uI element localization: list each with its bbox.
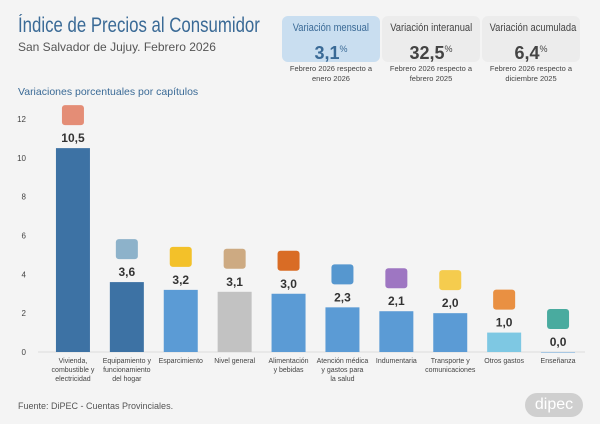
y-tick-label: 2 — [22, 309, 27, 318]
data-label: 0,0 — [550, 335, 567, 349]
box-icon — [223, 248, 246, 269]
bar — [217, 291, 252, 352]
bar — [487, 332, 522, 352]
page-subtitle: San Salvador de Jujuy. Febrero 2026 — [18, 40, 216, 54]
x-tick-label: Equipamiento y — [103, 358, 152, 365]
x-tick-label: Enseñanza — [541, 358, 576, 365]
dipec-logo: dipec — [525, 393, 583, 417]
card-cumulative: Variación acumulada 6,4% — [482, 16, 580, 62]
source-note: Fuente: DiPEC - Cuentas Provinciales. — [18, 401, 174, 411]
bar — [325, 307, 360, 352]
x-tick-label: del hogar — [112, 376, 142, 383]
bar — [55, 148, 90, 352]
y-tick-label: 4 — [22, 270, 27, 279]
food-icon — [277, 250, 300, 271]
bar — [109, 282, 144, 352]
unit: % — [539, 44, 548, 54]
data-label: 3,0 — [280, 277, 297, 291]
y-tick-label: 8 — [22, 193, 27, 202]
card-label: Variación mensual — [292, 22, 370, 34]
bus-phone-icon — [439, 270, 462, 291]
data-label: 10,5 — [61, 131, 85, 145]
data-label: 2,1 — [388, 294, 405, 308]
value: 6,4 — [514, 43, 540, 62]
page-title: Índice de Precios al Consumidor — [18, 14, 260, 37]
bar — [379, 311, 414, 352]
data-label: 2,0 — [442, 296, 459, 310]
unit: % — [444, 44, 453, 54]
data-label: 3,6 — [119, 265, 136, 279]
house-icon — [61, 105, 84, 126]
bar — [433, 313, 468, 352]
x-tick-label: Nivel general — [214, 358, 255, 365]
x-tick-label: Alimentación — [269, 358, 309, 365]
card-note: Febrero 2026 respecto a febrero 2025 — [389, 64, 473, 83]
unit: % — [339, 44, 348, 54]
card-note: Febrero 2026 respecto a diciembre 2025 — [489, 64, 573, 83]
bar — [271, 293, 306, 352]
puzzle-icon — [493, 289, 516, 310]
data-label: 1,0 — [496, 316, 513, 330]
data-label: 2,3 — [334, 290, 351, 304]
x-tick-label: funcionamiento — [103, 367, 151, 374]
summary-cards: Variación mensual 3,1% Variación interan… — [282, 16, 580, 62]
value: 32,5 — [409, 43, 445, 62]
x-tick-label: y gastos para — [321, 367, 363, 374]
y-tick-label: 10 — [17, 154, 26, 163]
x-tick-label: Atención médica — [317, 358, 369, 365]
data-label: 3,2 — [172, 273, 189, 287]
x-tick-label: electricidad — [55, 376, 91, 383]
washing-machine-icon — [115, 239, 138, 260]
x-tick-label: y bebidas — [274, 367, 304, 374]
x-tick-label: combustible y — [52, 367, 95, 374]
music-ticket-icon — [169, 246, 192, 267]
card-monthly: Variación mensual 3,1% — [282, 16, 380, 62]
card-label: Variación acumulada — [489, 22, 577, 34]
card-label: Variación interanual — [390, 22, 472, 34]
data-label: 3,1 — [226, 275, 243, 289]
y-tick-label: 0 — [22, 348, 27, 357]
y-tick-label: 6 — [22, 232, 27, 241]
x-tick-label: Indumentaria — [376, 358, 417, 365]
bar — [541, 352, 576, 353]
x-tick-label: Vivienda, — [59, 358, 88, 365]
y-tick-label: 12 — [17, 115, 26, 124]
x-tick-label: Otros gastos — [484, 358, 524, 365]
section-title: Variaciones porcentuales por capítulos — [18, 86, 199, 98]
x-tick-label: la salud — [330, 376, 354, 383]
bar — [163, 289, 198, 352]
x-tick-label: Transporte y — [431, 358, 471, 365]
medical-kit-icon — [331, 264, 354, 285]
clothes-icon — [385, 268, 408, 289]
card-value: 6,4% — [482, 39, 580, 62]
card-value: 32,5% — [382, 39, 480, 62]
card-note: Febrero 2026 respecto a enero 2026 — [289, 64, 373, 83]
card-annual: Variación interanual 32,5% — [382, 16, 480, 62]
value: 3,1 — [314, 43, 340, 62]
x-tick-label: Esparcimiento — [159, 358, 203, 365]
card-notes: Febrero 2026 respecto a enero 2026 Febre… — [282, 64, 580, 84]
x-tick-label: comunicaciones — [425, 367, 476, 374]
card-value: 3,1% — [282, 39, 380, 62]
book-icon — [547, 309, 570, 329]
